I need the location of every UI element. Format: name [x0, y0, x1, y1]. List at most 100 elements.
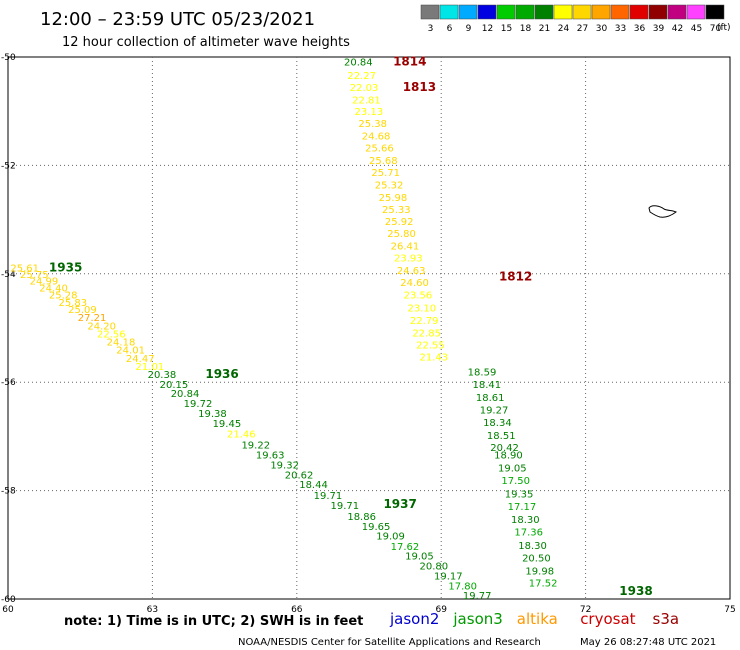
wave-height-value: 19.71	[330, 501, 359, 512]
pass-label: 1938	[619, 584, 652, 598]
wave-height-value: 18.34	[483, 418, 512, 429]
wave-height-value: 23.13	[355, 107, 384, 118]
color-scale-tick: 21	[539, 24, 550, 34]
color-swatch	[629, 4, 649, 20]
wave-height-value: 25.33	[382, 205, 411, 216]
wave-height-value: 24.68	[362, 132, 391, 143]
wave-height-value: 19.72	[184, 399, 213, 410]
plot-frame	[7, 56, 731, 600]
color-swatch	[572, 4, 592, 20]
wave-height-value: 21.43	[420, 353, 449, 364]
wave-height-value: 20.42	[490, 443, 519, 454]
wave-height-value: 18.90	[494, 450, 523, 461]
wave-height-value: 20.84	[171, 389, 200, 400]
satellite-legend-item: s3a	[653, 610, 680, 628]
color-swatch	[496, 4, 516, 20]
wave-height-value: 21.46	[227, 430, 256, 441]
wave-height-value: 19.71	[314, 491, 343, 502]
wave-height-value: 22.55	[416, 340, 445, 351]
wave-height-value: 22.81	[352, 95, 381, 106]
wave-height-value: 19.45	[213, 419, 242, 430]
wave-height-value: 20.15	[160, 380, 189, 391]
wave-height-value: 20.38	[148, 370, 177, 381]
wave-height-value: 18.30	[518, 541, 547, 552]
wave-height-value: 18.41	[472, 380, 501, 391]
color-swatch	[553, 4, 573, 20]
pass-label: 1937	[383, 497, 416, 511]
wave-height-value: 25.75	[20, 270, 49, 281]
color-swatch	[667, 4, 687, 20]
wave-height-value: 25.98	[379, 193, 408, 204]
wave-height-value: 22.85	[412, 328, 441, 339]
island-outline	[648, 205, 677, 218]
color-swatch	[534, 4, 554, 20]
y-tick-labels: -50 -52 -54 -56 -58 -60	[1, 53, 16, 605]
wave-height-value: 17.36	[514, 527, 543, 538]
satellite-legend-item: altika	[517, 610, 558, 628]
color-swatch	[420, 4, 440, 20]
y-tick-label: -50	[1, 53, 16, 63]
wave-height-value: 18.61	[476, 393, 505, 404]
x-tick-labels: 60 63 66 69 72 75	[2, 605, 735, 615]
wave-height-value: 19.77	[463, 591, 492, 602]
wave-height-value: 18.59	[468, 367, 497, 378]
y-tick-label: -54	[1, 270, 16, 280]
color-swatch	[439, 4, 459, 20]
wave-height-value: 19.22	[241, 441, 270, 452]
wave-height-value: 19.65	[362, 522, 391, 533]
wave-height-value: 20.62	[285, 470, 314, 481]
color-scale-tick: 45	[691, 24, 702, 34]
color-scale-tick: 33	[615, 24, 626, 34]
footer-note: note: 1) Time is in UTC; 2) SWH is in fe…	[64, 614, 363, 629]
y-tick-label: -52	[1, 161, 16, 171]
x-tick-label: 75	[724, 605, 735, 615]
color-scale-tick: 12	[482, 24, 493, 34]
wave-height-value: 25.92	[385, 217, 414, 228]
footer-timestamp: May 26 08:27:48 UTC 2021	[580, 637, 716, 648]
color-scale-tick: 42	[672, 24, 683, 34]
wave-height-value: 20.84	[344, 57, 373, 68]
chart-title: 12:00 – 23:59 UTC 05/23/2021	[40, 9, 315, 30]
x-tick-label: 69	[435, 605, 447, 615]
plot-area: 60 63 66 69 72 75 -50 -52 -54 -56 -58 -60 20.84 22.…	[1, 53, 736, 615]
chart-subtitle: 12 hour collection of altimeter wave hei…	[62, 35, 350, 50]
wave-height-value: 25.32	[375, 180, 404, 191]
wave-height-value: 24.01	[116, 346, 145, 357]
pass-labels: 1814 1813 1812 1935 1936 1937 1938	[49, 54, 653, 598]
wave-height-value: 25.80	[387, 229, 416, 240]
wave-height-value: 24.20	[87, 321, 116, 332]
pass-label: 1813	[403, 80, 436, 94]
color-scale-tick: 39	[653, 24, 665, 34]
wave-height-value: 19.98	[525, 566, 554, 577]
color-scale-tick: 18	[520, 24, 532, 34]
color-scale-tick: 36	[634, 24, 646, 34]
y-tick-label: -60	[1, 595, 16, 605]
wave-height-value: 19.35	[505, 489, 534, 500]
wave-height-value: 19.05	[498, 463, 527, 474]
satellite-legend: jason2 jason3 altika cryosat s3a	[389, 610, 679, 628]
wave-height-value: 25.61	[10, 263, 39, 274]
wave-height-value: 21.01	[136, 362, 165, 373]
color-scale-tick: 9	[466, 24, 472, 34]
wave-height-value: 17.62	[391, 542, 420, 553]
gridlines	[8, 57, 730, 599]
pass-label: 1936	[205, 367, 238, 381]
x-tick-label: 72	[580, 605, 591, 615]
wave-height-value: 24.60	[400, 278, 429, 289]
wave-height-value: 25.09	[68, 305, 97, 316]
wave-height-value: 24.18	[107, 338, 136, 349]
wave-height-value: 20.50	[522, 553, 551, 564]
color-swatch	[686, 4, 706, 20]
satellite-legend-item: cryosat	[580, 610, 635, 628]
wave-height-value: 17.80	[448, 581, 477, 592]
pass-label: 1814	[393, 54, 426, 68]
wave-height-value: 20.80	[420, 561, 449, 572]
color-scale-tick: 6	[447, 24, 453, 34]
satellite-legend-item: jason2	[389, 610, 439, 628]
pass-label: 1812	[499, 270, 532, 284]
wave-height-value: 17.52	[529, 579, 558, 590]
color-swatch	[515, 4, 535, 20]
color-scale-tick: 3	[428, 24, 434, 34]
